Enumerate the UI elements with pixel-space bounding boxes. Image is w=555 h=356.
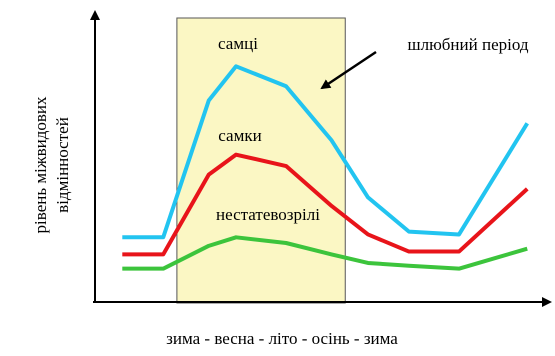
annotation: шлюбний період xyxy=(408,35,529,54)
series-line xyxy=(122,152,529,257)
series-label: нестатевозрілі xyxy=(216,205,320,224)
annotation-arrow xyxy=(320,50,377,90)
series-line xyxy=(122,64,529,240)
series-label: самки xyxy=(218,126,261,145)
y-label: відмінностей xyxy=(53,117,72,213)
y-label: рівень міжвидових xyxy=(31,96,50,233)
series-label: самці xyxy=(218,34,258,53)
x-label: зима - весна - літо - осінь - зима xyxy=(166,329,398,348)
series-line xyxy=(122,235,528,271)
